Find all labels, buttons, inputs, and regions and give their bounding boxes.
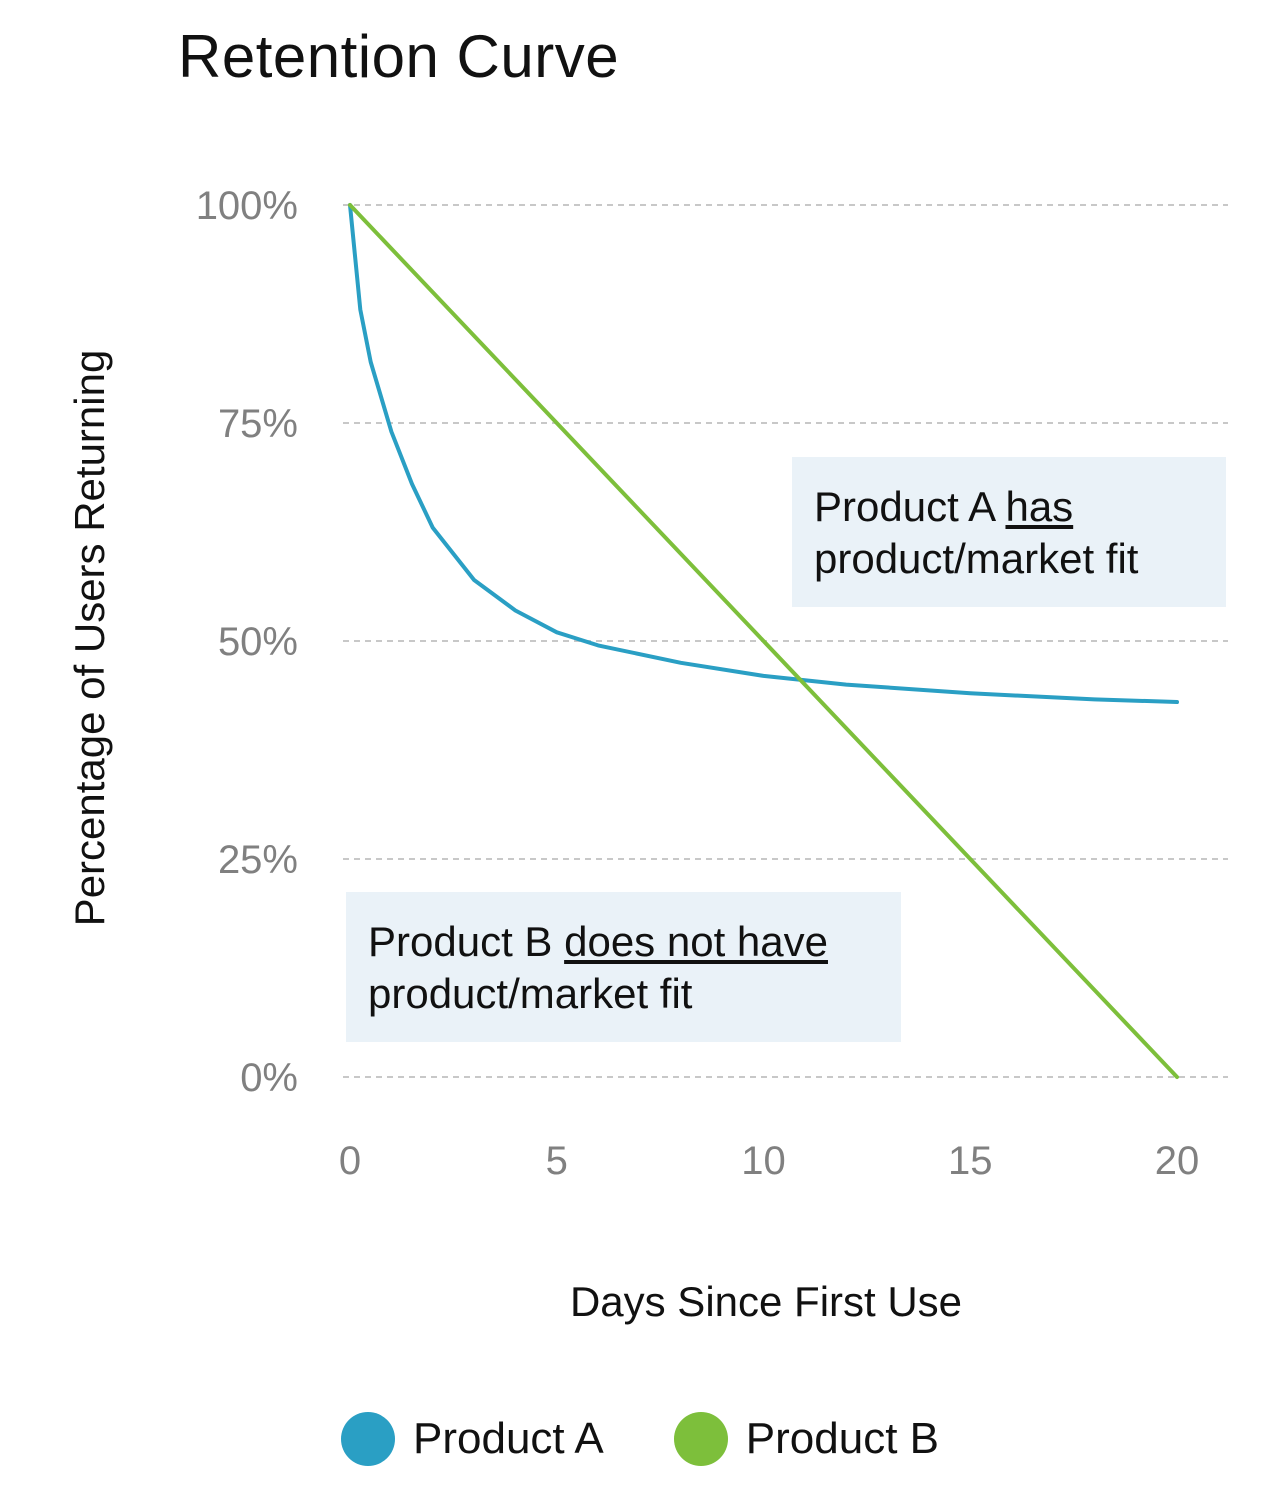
legend-label-product-b: Product B <box>745 1414 939 1463</box>
annotation-product-a-emphasis: has <box>1005 483 1074 530</box>
y-tick-label: 25% <box>218 838 298 882</box>
annotation-product-a-line2: product/market fit <box>814 535 1139 582</box>
legend-swatch-product-a <box>341 1412 395 1466</box>
y-tick-label: 50% <box>218 620 298 664</box>
series-line-product-b <box>348 203 1179 1079</box>
x-tick-labels: 0 5 10 15 20 <box>339 1139 1199 1183</box>
x-tick-label: 20 <box>1155 1139 1200 1183</box>
y-tick-label: 100% <box>196 184 298 228</box>
y-tick-labels: 0% 25% 50% 75% 100% <box>196 184 298 1100</box>
series-line-product-a <box>348 203 1179 704</box>
legend-swatch-product-b <box>673 1412 728 1466</box>
annotation-product-a: Product A has product/market fit <box>792 457 1226 607</box>
legend-label-product-a: Product A <box>413 1414 604 1463</box>
series-lines <box>348 203 1179 1079</box>
x-tick-label: 5 <box>546 1139 568 1183</box>
gridlines <box>343 204 1228 1078</box>
y-tick-label: 75% <box>218 402 298 446</box>
x-tick-label: 10 <box>741 1139 786 1183</box>
y-tick-label: 0% <box>240 1056 298 1100</box>
x-tick-label: 15 <box>948 1139 993 1183</box>
x-axis-label: Days Since First Use <box>570 1278 962 1325</box>
chart-title: Retention Curve <box>178 23 620 90</box>
legend: Product A Product B <box>0 1412 1280 1466</box>
annotation-product-b-line2: product/market fit <box>368 970 693 1017</box>
x-tick-label: 0 <box>339 1139 361 1183</box>
legend-item-product-a: Product A <box>341 1412 604 1466</box>
annotation-product-b-emphasis: does not have <box>564 918 828 965</box>
y-axis-label: Percentage of Users Returning <box>66 350 113 927</box>
annotation-product-b: Product B does not have product/market f… <box>346 892 901 1042</box>
annotation-product-a-prefix: Product A <box>814 483 1006 530</box>
annotation-product-b-prefix: Product B <box>368 918 565 965</box>
legend-item-product-b: Product B <box>673 1412 939 1466</box>
